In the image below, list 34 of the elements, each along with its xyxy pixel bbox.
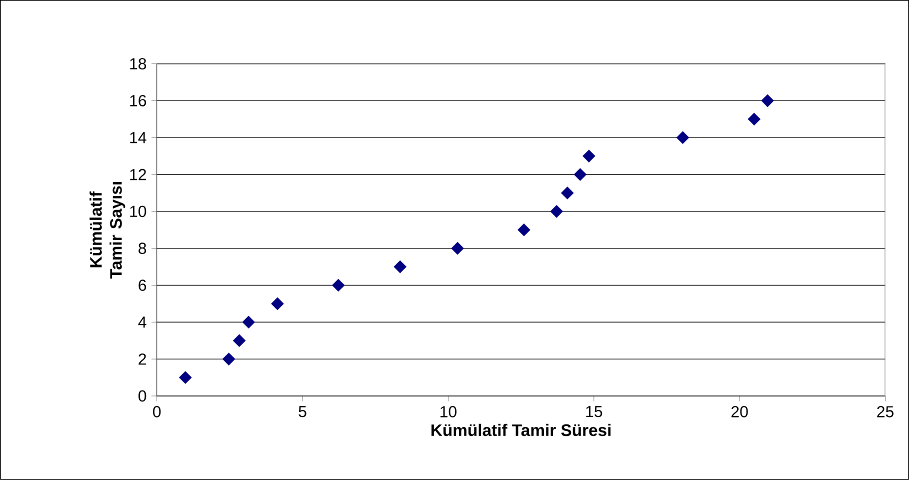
point [179, 371, 192, 384]
point [676, 131, 690, 144]
point [748, 112, 760, 126]
x-tick-label: 10 [440, 406, 456, 418]
point [271, 298, 284, 310]
point [394, 260, 406, 274]
point [582, 150, 596, 162]
x-tick-label: 15 [586, 406, 602, 418]
point [222, 352, 236, 366]
y-tick-label: 2 [138, 354, 146, 365]
point [232, 334, 246, 348]
point [518, 224, 530, 236]
y-tick-label: 10 [130, 206, 146, 218]
y-tick-label: 16 [130, 95, 146, 106]
y-tick-label: 4 [138, 316, 146, 328]
point [451, 242, 464, 255]
point [242, 316, 255, 329]
x-tick-label: 20 [731, 406, 748, 418]
point [332, 279, 345, 292]
y-tick-label: 6 [138, 280, 146, 292]
y-tick-label: 14 [130, 132, 146, 144]
x-tick-label: 0 [153, 406, 161, 418]
point [550, 205, 563, 218]
y-tick-label: 18 [130, 58, 146, 70]
y-tick-label: 8 [138, 242, 146, 254]
x-tick-label: 5 [298, 406, 306, 418]
y-tick-label: 12 [130, 169, 146, 180]
x-tick-label: 25 [877, 406, 894, 418]
point [761, 94, 774, 108]
point [561, 186, 574, 200]
point [574, 168, 587, 181]
y-tick-label: 0 [138, 390, 146, 402]
y-axis-title: Kümülatif Tamir Sayısı [90, 182, 126, 279]
x-axis-title: Kümülatif Tamir Süresi [431, 424, 611, 436]
